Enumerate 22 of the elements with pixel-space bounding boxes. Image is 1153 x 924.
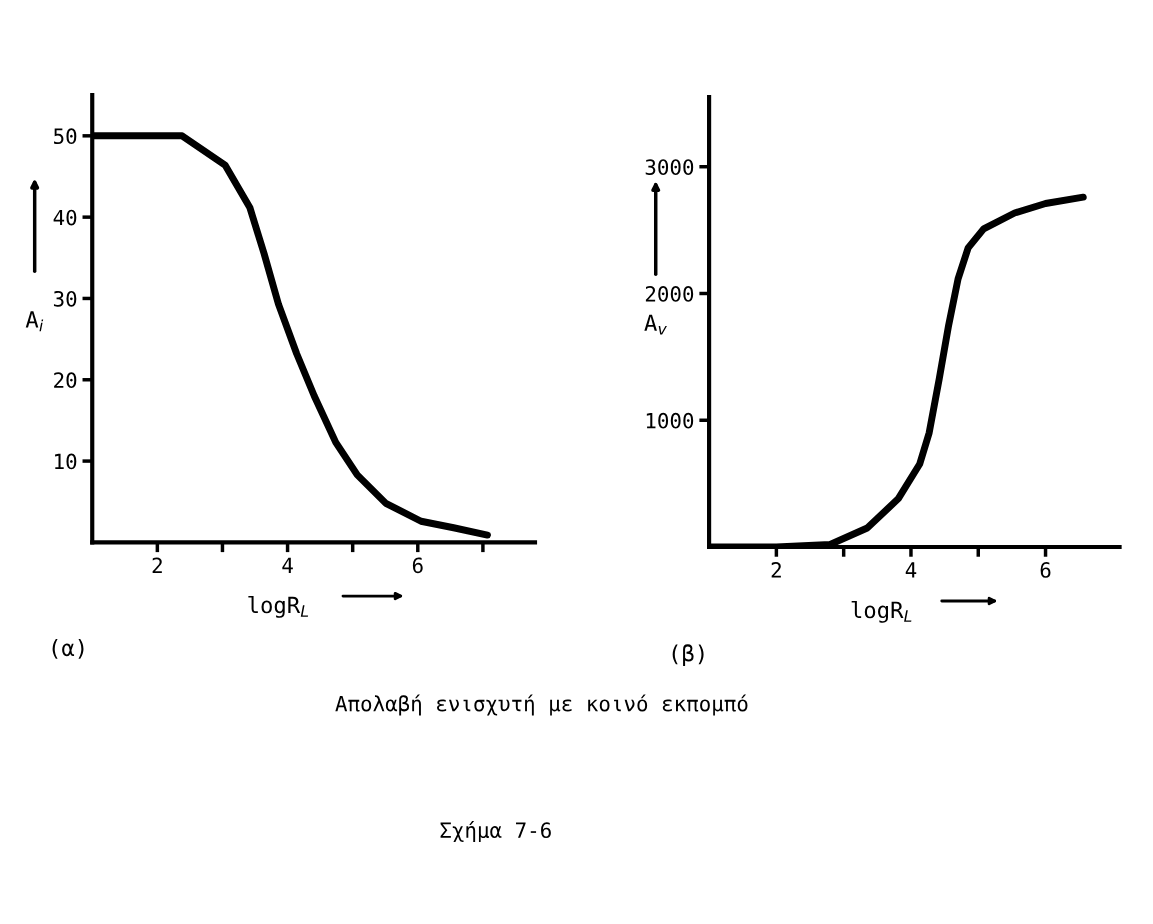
x-tick-label: 2: [152, 557, 162, 573]
text: Απολαβή ενισχυτή με κοινό εκπομπό: [335, 694, 748, 716]
y-tick-label: 2000: [645, 286, 694, 302]
x-axis-title: logR$_{L}$: [851, 601, 912, 623]
text: Σχήμα 7-6: [440, 821, 551, 843]
x-tick-label: 4: [905, 562, 917, 578]
x-tick-label: 6: [1040, 562, 1051, 578]
x-axis-title: logR$_{L}$: [248, 596, 309, 618]
x-tick-label: 4: [282, 557, 293, 573]
text: (β): [672, 644, 704, 666]
x-tick-label: 2: [771, 562, 781, 578]
text: (α): [52, 639, 84, 659]
y-axis-title: A$_{i}$: [25, 311, 44, 332]
y-tick-label: 3000: [645, 159, 694, 175]
y-tick-label: 10: [55, 453, 77, 470]
y-tick-label: 40: [53, 209, 77, 226]
y-tick-label: 50: [54, 128, 77, 145]
y-tick-label: 30: [53, 290, 77, 307]
y-axis-title: A$_{v}$: [644, 314, 667, 335]
y-tick-label: 1000: [646, 412, 694, 429]
y-tick-label: 20: [54, 372, 77, 389]
x-tick-label: 6: [412, 557, 423, 574]
